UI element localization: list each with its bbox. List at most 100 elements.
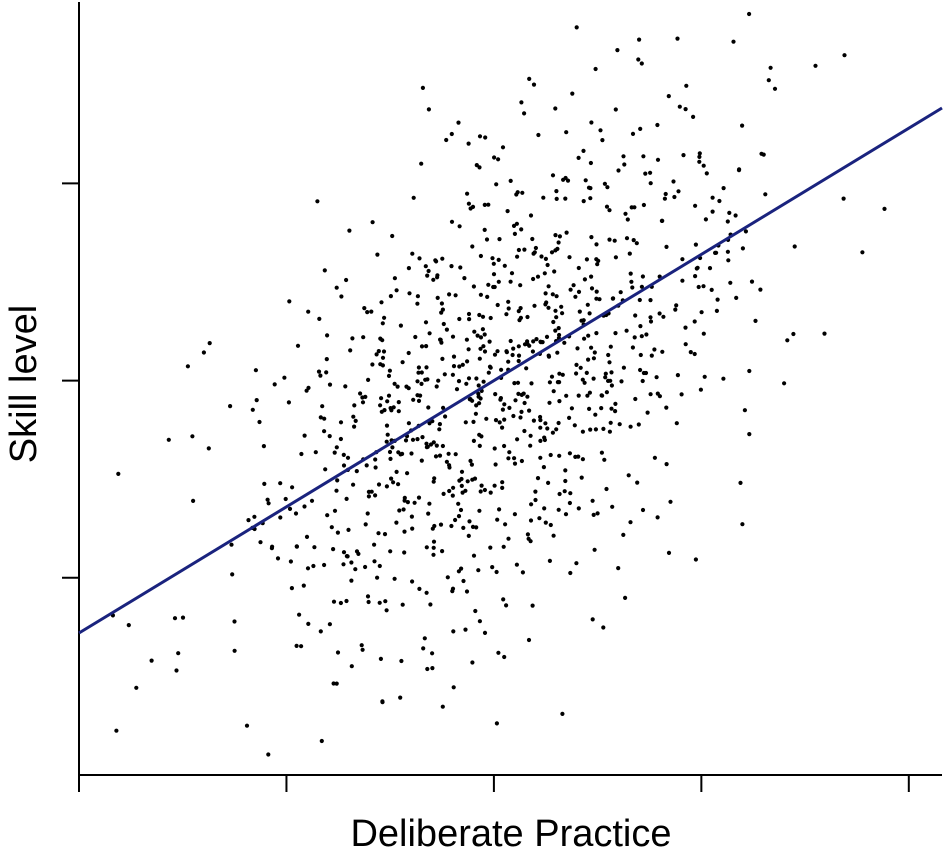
data-point xyxy=(507,405,512,410)
data-point xyxy=(419,161,424,166)
data-point xyxy=(505,209,510,214)
data-point xyxy=(693,242,699,247)
data-point xyxy=(740,246,746,251)
data-point xyxy=(434,443,439,448)
data-point xyxy=(710,209,715,214)
data-point xyxy=(641,202,647,208)
data-point xyxy=(527,343,532,348)
data-point xyxy=(470,477,475,482)
data-point xyxy=(587,311,592,316)
data-point xyxy=(502,263,507,268)
data-point xyxy=(574,561,579,566)
data-point xyxy=(579,318,584,323)
data-point xyxy=(349,560,354,565)
data-point xyxy=(457,224,462,229)
data-point xyxy=(459,476,464,482)
data-point xyxy=(484,237,490,242)
data-point xyxy=(532,303,537,308)
data-point xyxy=(582,380,587,385)
data-point xyxy=(607,360,612,365)
data-point xyxy=(551,533,556,538)
data-point xyxy=(538,455,543,460)
data-point xyxy=(508,279,513,284)
data-point xyxy=(476,383,481,388)
data-point xyxy=(554,294,559,299)
data-point xyxy=(506,536,511,541)
data-point xyxy=(648,319,654,324)
data-point xyxy=(335,530,340,535)
data-point xyxy=(649,353,654,358)
data-point xyxy=(598,128,603,133)
data-point xyxy=(753,318,758,323)
data-point xyxy=(763,192,768,197)
data-point xyxy=(266,752,271,757)
data-point xyxy=(468,458,473,463)
data-point xyxy=(564,393,569,398)
data-point xyxy=(410,526,415,531)
data-point xyxy=(511,223,517,228)
data-point xyxy=(734,295,739,300)
data-point xyxy=(412,500,417,505)
data-point xyxy=(544,334,550,339)
data-point xyxy=(671,179,676,184)
data-point xyxy=(456,514,462,519)
data-point xyxy=(428,602,433,607)
data-point xyxy=(440,443,445,449)
data-point xyxy=(592,350,597,355)
data-point xyxy=(714,308,720,313)
data-point xyxy=(557,332,562,338)
data-point xyxy=(677,104,682,109)
data-point xyxy=(370,362,375,367)
data-point xyxy=(449,523,454,529)
data-point xyxy=(477,443,482,448)
data-point xyxy=(386,373,392,378)
data-point xyxy=(418,393,423,398)
data-point xyxy=(272,382,277,387)
data-point xyxy=(514,221,520,226)
data-point xyxy=(471,284,476,289)
data-point xyxy=(692,319,697,324)
data-point xyxy=(621,154,626,159)
data-point xyxy=(563,468,568,473)
data-point xyxy=(613,401,618,406)
data-point xyxy=(640,507,646,513)
data-point xyxy=(785,338,790,343)
data-point xyxy=(190,434,195,439)
data-point xyxy=(344,277,349,283)
data-point xyxy=(513,398,518,403)
data-point xyxy=(600,138,605,143)
data-point xyxy=(507,450,512,455)
data-point xyxy=(530,236,535,242)
data-point xyxy=(478,346,483,351)
data-point xyxy=(341,452,346,457)
data-point xyxy=(553,328,558,333)
data-point xyxy=(655,122,660,128)
data-point xyxy=(546,480,551,485)
data-point xyxy=(363,564,368,570)
data-point xyxy=(365,594,371,599)
data-point xyxy=(358,391,363,396)
data-point xyxy=(360,400,366,405)
data-point xyxy=(526,536,531,541)
data-point xyxy=(487,339,492,344)
data-point xyxy=(546,305,551,310)
data-point xyxy=(568,287,573,292)
data-point xyxy=(548,452,553,458)
data-point xyxy=(578,365,583,370)
data-point xyxy=(574,25,579,30)
data-point xyxy=(593,66,598,72)
data-point xyxy=(637,37,642,42)
data-point xyxy=(487,364,493,369)
data-point xyxy=(841,196,846,201)
data-point xyxy=(437,453,443,458)
data-point xyxy=(502,402,507,407)
data-point xyxy=(436,378,441,383)
data-point xyxy=(471,553,477,558)
data-point xyxy=(580,377,585,382)
data-point xyxy=(440,256,445,261)
data-point xyxy=(542,271,547,276)
data-point xyxy=(396,482,401,487)
data-point xyxy=(266,501,271,506)
data-point xyxy=(320,404,325,409)
data-point xyxy=(299,451,304,457)
